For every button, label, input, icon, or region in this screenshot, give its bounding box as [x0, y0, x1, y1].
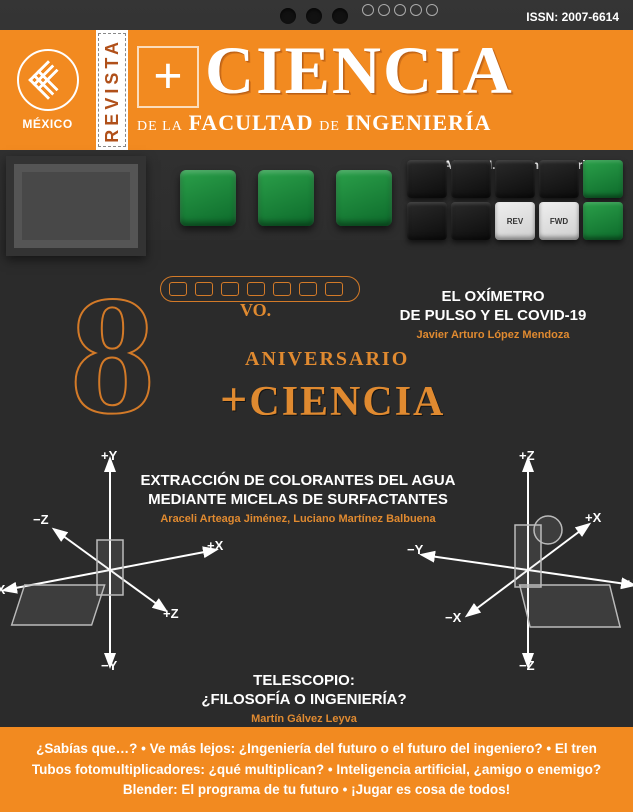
subtitle-part: FACULTAD — [189, 110, 314, 135]
device-hole-row — [280, 8, 348, 24]
keypad-key — [407, 202, 447, 240]
hardware-key — [180, 170, 236, 226]
axis-label: +Y — [101, 448, 117, 463]
axis-label: +Z — [519, 448, 535, 463]
axis-label: −Y — [101, 658, 117, 673]
anniversary-label: ANIVERSARIO — [245, 348, 409, 371]
axis-label: +Y — [625, 576, 633, 591]
keypad-key-rev: REV — [495, 202, 535, 240]
footer-line: Blender: El programa de tu futuro • ¡Jug… — [18, 780, 615, 800]
keypad-key — [495, 160, 535, 198]
article-author: Javier Arturo López Mendoza — [383, 329, 603, 341]
keypad-key-fwd: FWD — [539, 202, 579, 240]
masthead-subtitle: DE LA FACULTAD DE INGENIERÍA — [137, 110, 633, 136]
film-strip-icon — [160, 276, 360, 302]
axis-label: −Z — [519, 658, 535, 673]
subtitle-part: DE — [319, 119, 340, 134]
axis-label: −Y — [407, 542, 423, 557]
article-title-line: DE PULSO Y EL COVID-19 — [383, 307, 603, 326]
coordinate-diagram-left: +Y +X −X −Z +Z −Y — [0, 430, 235, 680]
anniversary-plus: + — [220, 373, 249, 426]
anniversary-graphic: 8 VO. ANIVERSARIO +CIENCIA — [70, 270, 430, 440]
university-country-label: MÉXICO — [22, 117, 72, 131]
green-key-row — [180, 170, 392, 226]
device-ring-row — [362, 4, 438, 16]
title-plus-icon: + — [137, 46, 199, 108]
keypad-key — [539, 160, 579, 198]
anniversary-magazine-name: +CIENCIA — [220, 372, 445, 427]
title-ciencia: CIENCIA — [205, 44, 514, 97]
anahuac-seal-icon — [17, 49, 79, 111]
revista-label: REVISTA — [102, 38, 123, 143]
axis-label: +X — [585, 510, 601, 525]
subtitle-part: INGENIERÍA — [346, 110, 492, 135]
axis-label: −X — [445, 610, 461, 625]
magazine-title-block: + CIENCIA DE LA FACULTAD DE INGENIERÍA — [129, 30, 633, 150]
masthead-band: MÉXICO REVISTA + CIENCIA DE LA FACULTAD … — [0, 30, 633, 150]
article-title-line: EL OXÍMETRO — [383, 288, 603, 307]
anniversary-ordinal: VO. — [240, 300, 271, 321]
axis-label: +Z — [163, 606, 179, 621]
keypad-key — [407, 160, 447, 198]
control-keypad: REV FWD — [407, 160, 623, 240]
revista-vertical-tab: REVISTA — [95, 30, 129, 150]
hardware-key — [258, 170, 314, 226]
keypad-key — [583, 160, 623, 198]
footer-line: Tubos fotomultiplicadores: ¿qué multipli… — [18, 760, 615, 780]
keypad-key — [451, 160, 491, 198]
device-display-panel — [6, 156, 146, 256]
footer-contents-band: ¿Sabías que…? • Ve más lejos: ¿Ingenierí… — [0, 727, 633, 812]
axis-label: −Z — [33, 512, 49, 527]
coordinate-diagram-right: +Z +Y −Y −X +X −Z — [403, 430, 633, 680]
article-author: Martín Gálvez Leyva — [174, 713, 434, 725]
axis-label: −X — [0, 582, 5, 597]
anniversary-numeral: 8 — [70, 270, 155, 440]
article-teaser-oximetro: EL OXÍMETRO DE PULSO Y EL COVID-19 Javie… — [383, 288, 603, 341]
anniversary-ciencia: CIENCIA — [249, 379, 445, 425]
university-logo-block: MÉXICO — [0, 30, 95, 150]
footer-line: ¿Sabías que…? • Ve más lejos: ¿Ingenierí… — [18, 739, 615, 759]
keypad-key — [583, 202, 623, 240]
axis-label: +X — [207, 538, 223, 553]
article-title-line: ¿FILOSOFÍA O INGENIERÍA? — [174, 691, 434, 710]
hardware-key — [336, 170, 392, 226]
keypad-key — [451, 202, 491, 240]
subtitle-part: DE LA — [137, 119, 183, 134]
issn-label: ISSN: 2007-6614 — [526, 10, 619, 24]
